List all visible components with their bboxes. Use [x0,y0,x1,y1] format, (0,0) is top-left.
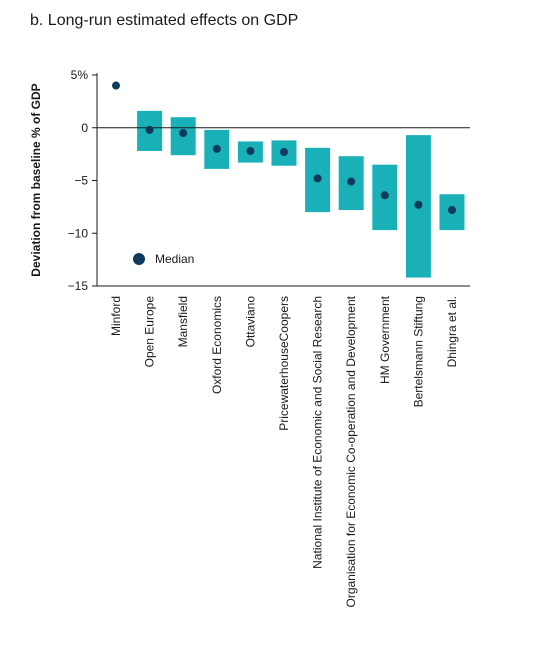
median-point [414,200,423,209]
median-point [112,81,120,90]
category-label: Organisation for Economic Co-operation a… [344,295,358,607]
category-label: National Institute of Economic and Socia… [311,296,325,569]
median-point [212,144,221,153]
median-point [246,146,255,155]
y-tick-label: −10 [68,226,89,240]
y-tick-label: 0 [81,121,88,135]
y-tick-label: −5 [74,174,88,188]
category-label: PricewaterhouseCoopers [277,296,291,431]
category-label: Ottaviano [243,296,257,348]
median-point [347,177,356,186]
category-label: Oxford Economics [210,296,224,394]
category-label: Bertelsmann Stiftung [411,296,425,407]
y-axis-label: Deviation from baseline % of GDP [29,83,43,276]
median-point [380,191,389,200]
legend-marker [133,253,145,265]
category-label: Open Europe [143,296,157,368]
median-point [448,206,456,215]
y-tick-label: −15 [68,279,89,293]
legend-label: Median [155,252,194,266]
median-point [179,129,188,138]
category-label: Dhingra et al. [445,296,459,367]
median-point [313,174,322,183]
y-tick-label: 5% [71,68,89,82]
median-point [280,148,288,157]
chart-title: b. Long-run estimated effects on GDP [30,12,299,29]
category-label: Minford [109,296,123,336]
category-label: Mansfield [176,296,190,347]
category-label: HM Government [378,295,392,384]
median-point [145,125,154,134]
